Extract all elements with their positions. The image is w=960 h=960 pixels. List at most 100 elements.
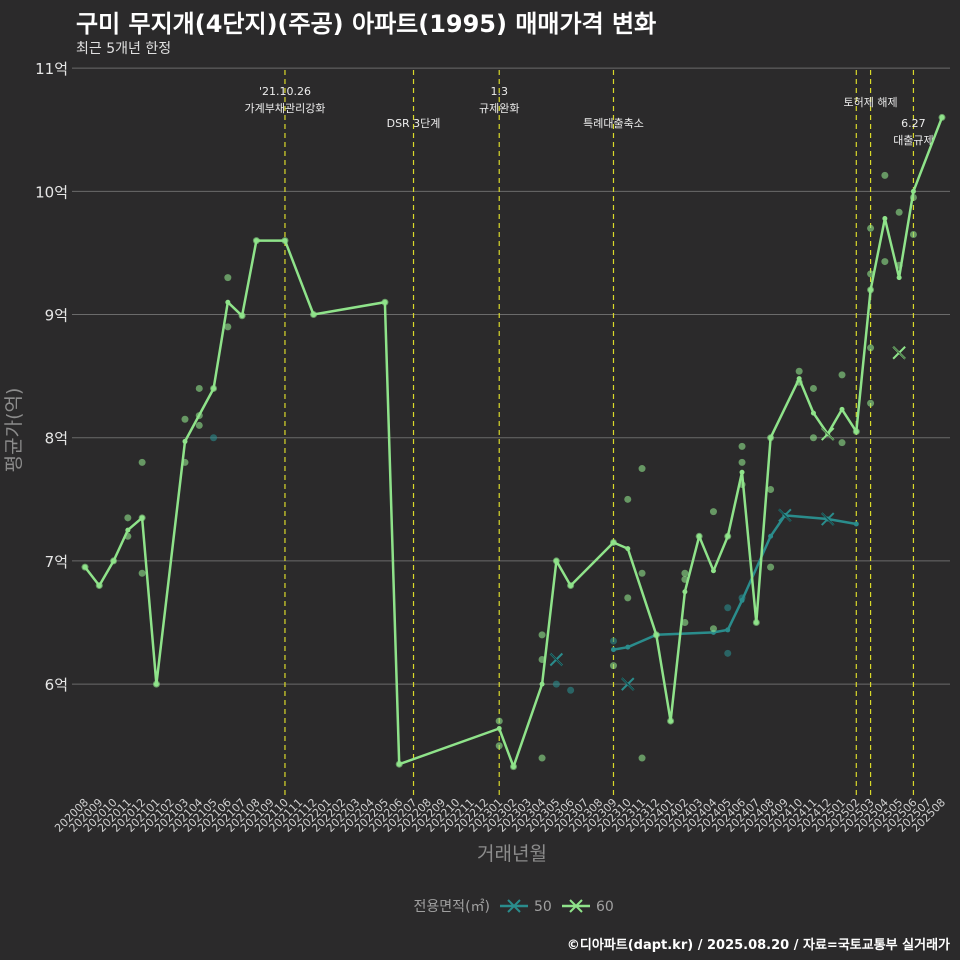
series-60-line-point bbox=[610, 539, 616, 545]
series-60-trade-point bbox=[638, 465, 646, 473]
series-50-line-point bbox=[739, 597, 745, 603]
event-label: '21.10.26 bbox=[259, 85, 311, 98]
series-60-trade-point bbox=[195, 421, 203, 429]
event-label: 1.3 bbox=[490, 85, 508, 98]
series-60-trade-point bbox=[881, 258, 889, 266]
series-60-line-point bbox=[382, 299, 388, 305]
series-50-trade-point bbox=[210, 434, 218, 442]
y-tick-label: 6억 bbox=[45, 676, 68, 694]
cross-stroke-shade bbox=[621, 677, 635, 691]
series-60-line-point bbox=[682, 589, 688, 595]
series-60-trade-point bbox=[909, 230, 917, 238]
series-60-line-point bbox=[125, 527, 131, 533]
series-60-line-point bbox=[282, 238, 288, 244]
series-60-line bbox=[84, 116, 944, 768]
series-60-line-point bbox=[539, 681, 545, 687]
series-60-line-point bbox=[882, 215, 888, 221]
series-60-line-point bbox=[82, 564, 88, 570]
series-60-line-point bbox=[653, 632, 659, 638]
series-60-line-point bbox=[668, 718, 674, 724]
y-axis-title: 평균가(억) bbox=[3, 388, 25, 473]
series-60-line-point bbox=[153, 681, 159, 687]
legend-item-50: 50 bbox=[500, 899, 552, 915]
series-60-line-point bbox=[511, 764, 516, 770]
series-60-trade-point bbox=[538, 754, 546, 762]
cross-stroke-shade bbox=[892, 346, 906, 360]
series-60-trade-point bbox=[709, 625, 717, 633]
source-caption: ©디아파트(dapt.kr) / 2025.08.20 / 자료=국토교통부 실… bbox=[566, 938, 950, 953]
series-60-trade-point bbox=[495, 742, 503, 750]
series-60-line-point bbox=[311, 312, 317, 318]
series-60-line-point bbox=[796, 376, 802, 382]
series-60-trade-point bbox=[809, 384, 817, 392]
x-axis-title: 거래년월 bbox=[477, 843, 547, 865]
legend-swatch-cross bbox=[507, 899, 521, 913]
series-60-line-point bbox=[839, 406, 845, 412]
cross-stroke-shade bbox=[549, 653, 563, 666]
event-label: DSR 3단계 bbox=[387, 117, 441, 130]
series-60-line-point bbox=[768, 435, 774, 441]
series-60-trade-point bbox=[709, 508, 717, 516]
series-60-cross-marker bbox=[892, 346, 906, 360]
series-60-trade-point bbox=[138, 458, 146, 466]
series-60-line-point bbox=[753, 620, 759, 626]
series-60-trade-point bbox=[624, 594, 632, 602]
legend-item-60: 60 bbox=[562, 899, 614, 915]
series-60-line-point bbox=[396, 761, 402, 767]
series-50-line-point bbox=[610, 647, 616, 653]
y-tick-label: 8억 bbox=[45, 430, 68, 448]
series-60-line-point bbox=[568, 583, 574, 589]
series-60-line-point bbox=[810, 410, 816, 416]
series-60-trade-point bbox=[767, 563, 775, 571]
series-50-line bbox=[613, 514, 857, 651]
series-60-trade-point bbox=[738, 442, 746, 450]
series-60-trade-point bbox=[224, 323, 232, 331]
series-60-line-point bbox=[910, 188, 916, 194]
event-label: 가계부채관리강화 bbox=[244, 102, 325, 115]
series-60-line-point bbox=[896, 275, 902, 281]
legend: 전용면적(㎡) 50 60 bbox=[414, 899, 614, 915]
series-50-trade-point bbox=[552, 680, 560, 688]
series-60-trade-point bbox=[195, 384, 203, 392]
series-60-line-point bbox=[496, 725, 502, 731]
series-60-trade-point bbox=[838, 371, 846, 379]
event-label: 토허제 해제 bbox=[844, 95, 898, 109]
series-50-trade-point bbox=[609, 637, 617, 645]
cross-stroke-shade bbox=[778, 508, 792, 522]
series-50-line-point bbox=[725, 627, 731, 633]
series-60-trade-point bbox=[638, 754, 646, 762]
series-60-line-point bbox=[239, 313, 245, 319]
series-50-cross-marker bbox=[621, 677, 635, 691]
series-60-trade-point bbox=[138, 569, 146, 577]
event-label: 6.27 bbox=[901, 117, 926, 130]
series-60-trade-point bbox=[681, 619, 689, 627]
y-tick-label: 10억 bbox=[35, 183, 68, 201]
event-label: 대출규제 bbox=[893, 134, 933, 147]
series-60-trade-point bbox=[181, 415, 189, 423]
series-60-trade-point bbox=[838, 439, 846, 447]
series-60-trade-point bbox=[738, 458, 746, 466]
y-tick-label: 9억 bbox=[45, 307, 68, 325]
series-60-trade-point bbox=[609, 662, 617, 670]
series-60-trade-point bbox=[795, 367, 803, 375]
series-layer bbox=[81, 113, 946, 771]
cross-stroke-shade bbox=[821, 427, 835, 441]
series-50-trade-point bbox=[724, 604, 732, 612]
series-60-trade-point bbox=[495, 717, 503, 725]
series-60-line-point bbox=[96, 583, 102, 589]
series-50-line-point bbox=[625, 644, 631, 650]
series-60-line-point bbox=[696, 533, 702, 539]
series-60-line-point bbox=[225, 299, 231, 305]
chart-subtitle: 최근 5개년 한정 bbox=[76, 41, 172, 57]
series-60-line-point bbox=[739, 469, 745, 475]
series-60-line-point bbox=[625, 546, 631, 552]
series-60-trade-point bbox=[767, 485, 775, 493]
series-60-line-point bbox=[853, 429, 859, 435]
series-60-trade-point bbox=[867, 224, 875, 232]
series-60-line-point bbox=[939, 114, 945, 120]
legend-label: 50 bbox=[534, 899, 552, 915]
legend-label: 60 bbox=[596, 899, 614, 915]
series-50-cross-marker bbox=[821, 512, 835, 526]
